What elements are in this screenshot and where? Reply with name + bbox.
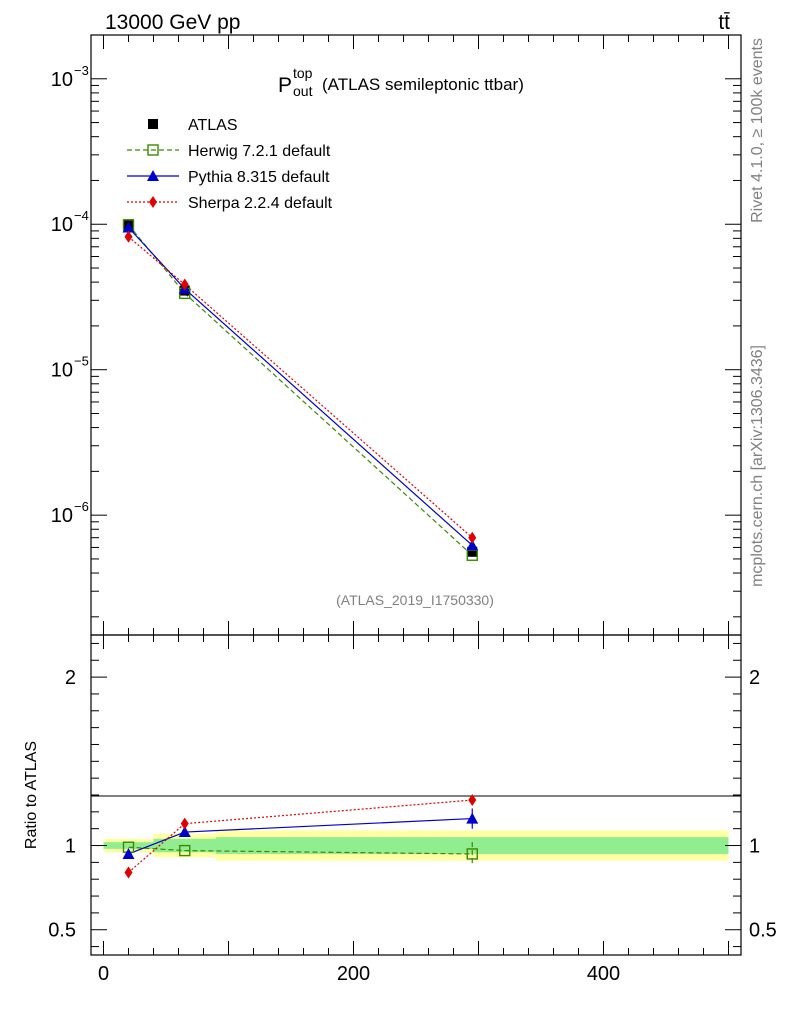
- ratio-ylabel: Ratio to ATLAS: [23, 741, 40, 849]
- ratio-ticks: 2 2 1 1 0.5 0.5 0 200 400: [48, 635, 777, 985]
- point-sherpa: [149, 196, 157, 208]
- stat-uncertainty-band: [103, 842, 154, 849]
- point-sherpa: [180, 278, 189, 291]
- rivet-label: Rivet 4.1.0, ≥ 100k events: [749, 38, 766, 223]
- x-tick-label: 0: [98, 963, 109, 985]
- plot-title-p: P: [278, 74, 292, 97]
- legend-label: ATLAS: [188, 117, 238, 134]
- process-label: tt̄: [718, 11, 730, 34]
- point-sherpa: [124, 230, 133, 243]
- ratio-y-tick-label-left: 1: [65, 836, 76, 858]
- ratio-y-tick-label-right: 0.5: [749, 920, 777, 942]
- point-sherpa: [468, 794, 477, 807]
- sherpa-line: [128, 799, 473, 873]
- x-tick-label: 200: [337, 963, 370, 985]
- main-series: [122, 219, 479, 561]
- plot-title-sub: out: [293, 83, 313, 99]
- plot-title-sup: top: [293, 65, 313, 81]
- legend-label: Sherpa 2.2.4 default: [188, 195, 333, 212]
- legend: ATLAS Herwig 7.2.1 default Pythia 8.315 de…: [127, 117, 333, 212]
- point-pythia: [122, 221, 135, 233]
- point-sherpa: [180, 817, 189, 830]
- ratio-bands: [103, 830, 729, 861]
- ratio-plot: Ratio to ATLAS 2 2 1 1 0.5 0.5 0 200 400: [23, 634, 777, 985]
- y-tick-exponent: −3: [74, 63, 89, 78]
- x-tick-label: 400: [587, 963, 620, 985]
- y-tick-label: 10: [51, 69, 73, 91]
- point-pythia: [466, 812, 479, 824]
- legend-label: Herwig 7.2.1 default: [188, 143, 331, 160]
- ratio-y-tick-label-left: 2: [65, 667, 76, 689]
- point-sherpa: [468, 531, 477, 544]
- data-point-atlas: [148, 119, 158, 129]
- y-tick-label: 10: [51, 214, 73, 236]
- main-plot: P top out (ATLAS semileptonic ttbar) (AT…: [51, 34, 742, 636]
- point-pythia: [147, 170, 159, 181]
- y-tick-label: 10: [51, 360, 73, 382]
- ratio-y-tick-label-right: 2: [749, 667, 760, 689]
- data-point-atlas: [467, 546, 478, 557]
- point-pythia: [178, 826, 191, 838]
- pythia-line: [128, 227, 473, 546]
- point-pythia: [122, 847, 135, 859]
- point-herwig: [466, 848, 478, 860]
- ratio-frame: [90, 634, 742, 956]
- y-tick-label: 10: [51, 505, 73, 527]
- point-herwig: [147, 144, 159, 156]
- y-tick-exponent: −6: [74, 499, 89, 514]
- y-tick-exponent: −5: [74, 354, 89, 369]
- main-ticks: 10−310−410−510−6: [51, 34, 741, 635]
- point-pythia: [466, 539, 479, 551]
- y-tick-exponent: −4: [74, 208, 89, 223]
- point-sherpa: [124, 866, 133, 879]
- herwig-line: [128, 846, 473, 855]
- ratio-y-tick-label-right: 1: [749, 836, 760, 858]
- sherpa-line: [128, 236, 473, 539]
- ratio-series: [122, 794, 479, 879]
- plot-title-rest: (ATLAS semileptonic ttbar): [322, 75, 524, 94]
- point-herwig: [179, 844, 191, 857]
- mcplots-label: mcplots.cern.ch [arXiv:1306.3436]: [749, 345, 766, 587]
- analysis-id: (ATLAS_2019_I1750330): [336, 592, 494, 608]
- energy-label: 13000 GeV pp: [105, 11, 240, 34]
- legend-label: Pythia 8.315 default: [188, 169, 330, 186]
- herwig-line: [128, 224, 473, 556]
- ratio-y-tick-label-left: 0.5: [48, 920, 76, 942]
